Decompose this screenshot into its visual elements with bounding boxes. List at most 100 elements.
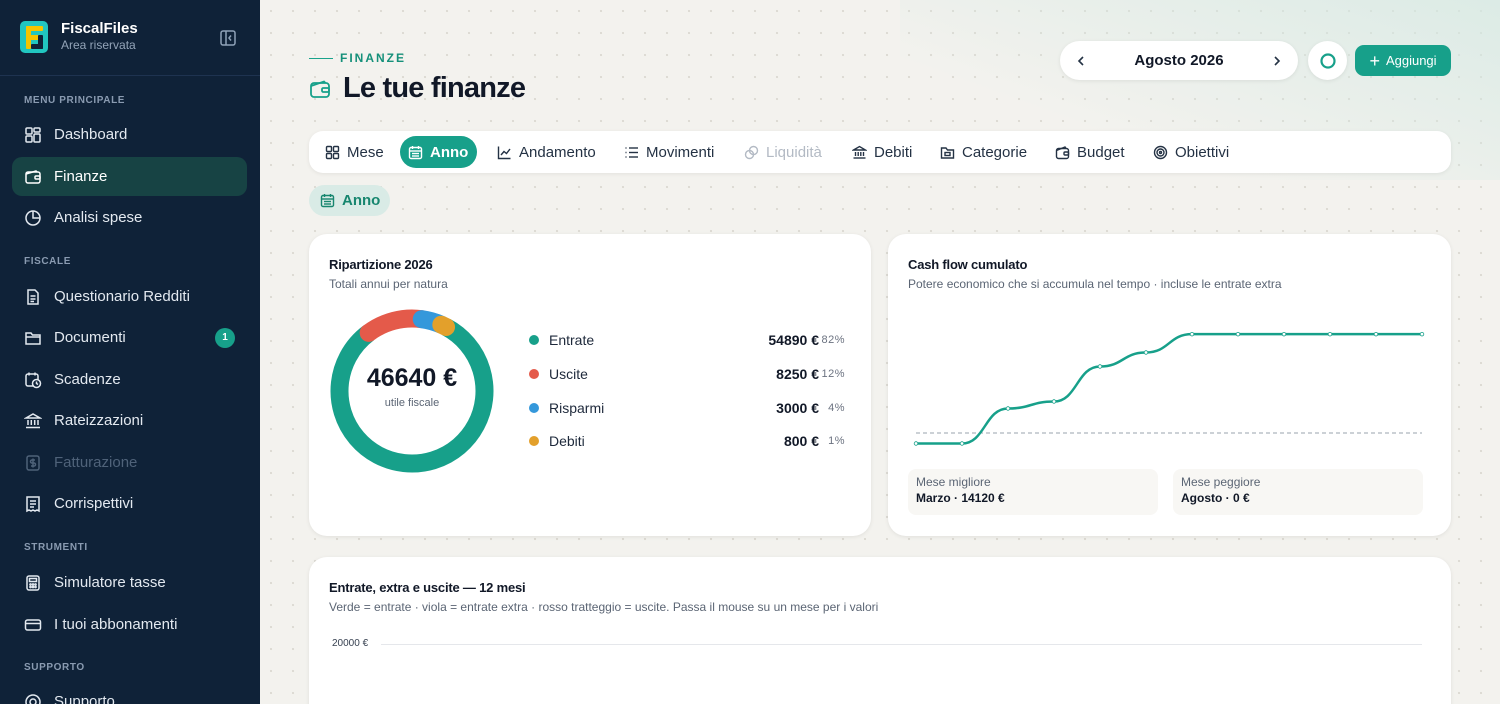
tab-label: Mese: [347, 143, 384, 161]
sidebar-item-analisi-spese[interactable]: Analisi spese: [12, 198, 247, 237]
month-navigator: Agosto 2026: [1060, 41, 1298, 80]
sidebar-item-supporto[interactable]: Supporto: [12, 682, 247, 704]
legend-dot: [529, 369, 539, 379]
best-month-box: Mese migliore Marzo · 14120 €: [908, 469, 1158, 515]
tab-liquidita[interactable]: Liquidità: [736, 136, 831, 168]
sidebar-item-finanze[interactable]: Finanze: [12, 157, 247, 196]
tab-label: Categorie: [962, 143, 1028, 161]
calculator-icon: [24, 574, 42, 592]
chevron-right-icon[interactable]: [1268, 52, 1286, 70]
tab-label: Movimenti: [646, 143, 715, 161]
legend-dot: [529, 436, 539, 446]
tab-label: Debiti: [874, 143, 913, 161]
section-support-label: SUPPORTO: [24, 662, 85, 673]
sidebar-divider: [0, 75, 260, 76]
collapse-sidebar-icon[interactable]: [219, 29, 237, 47]
chevron-left-icon[interactable]: [1072, 52, 1090, 70]
donut-center: 46640 € utile fiscale: [329, 364, 495, 409]
breakdown-subtitle: Totali annui per natura: [329, 277, 448, 291]
donut-chart: [329, 308, 495, 474]
add-button[interactable]: + Aggiungi: [1355, 45, 1451, 76]
tab-obiettivi[interactable]: Obiettivi: [1145, 136, 1238, 168]
cashflow-point[interactable]: [1051, 399, 1057, 404]
legend-name: Entrate: [549, 332, 595, 348]
cashflow-card: Cash flow cumulato Potere economico che …: [888, 234, 1451, 536]
page-title: Le tue finanze: [309, 72, 526, 105]
app-name: FiscalFiles: [61, 20, 138, 37]
sidebar-item-simulatore[interactable]: Simulatore tasse: [12, 563, 247, 602]
legend-percent: 4%: [828, 402, 845, 414]
cashflow-point[interactable]: [1143, 350, 1149, 355]
breakdown-title: Ripartizione 2026: [329, 257, 433, 272]
cashflow-point[interactable]: [913, 441, 919, 446]
eyebrow-line: [309, 57, 333, 59]
tab-anno[interactable]: Anno: [400, 136, 478, 168]
legend-dot: [529, 335, 539, 345]
cashflow-point[interactable]: [1189, 331, 1195, 337]
y-gridline: [381, 644, 1422, 645]
worst-month-box: Mese peggiore Agosto · 0 €: [1173, 469, 1423, 515]
sidebar-item-label: Finanze: [54, 168, 108, 185]
legend-name: Uscite: [549, 366, 588, 382]
cashflow-point[interactable]: [1419, 331, 1425, 337]
sidebar-item-documenti[interactable]: Documenti 1: [12, 318, 247, 357]
view-chip[interactable]: Anno: [309, 185, 390, 216]
cashflow-point[interactable]: [1235, 331, 1241, 337]
sidebar-item-corrispettivi[interactable]: Corrispettivi: [12, 484, 247, 523]
worst-month-value: Agosto · 0 €: [1181, 491, 1250, 505]
monthly-title: Entrate, extra e uscite — 12 mesi: [329, 580, 526, 595]
monthly-card: Entrate, extra e uscite — 12 mesi Verde …: [309, 557, 1451, 704]
wallet-icon: [1055, 145, 1070, 159]
cashflow-chart: [913, 331, 1425, 446]
tab-movimenti[interactable]: Movimenti: [616, 136, 723, 168]
tab-mese[interactable]: Mese: [317, 136, 393, 168]
cashflow-point[interactable]: [1005, 406, 1011, 411]
section-main-label: MENU PRINCIPALE: [24, 95, 126, 106]
legend-percent: 82%: [821, 334, 845, 346]
sidebar-item-dashboard[interactable]: Dashboard: [12, 115, 247, 154]
tab-categorie[interactable]: Categorie: [932, 136, 1036, 168]
sidebar-item-label: Documenti: [54, 329, 126, 346]
legend-row: Uscite 8250 €12%: [529, 364, 845, 384]
sidebar-item-fatturazione[interactable]: Fatturazione: [12, 443, 247, 482]
tab-andamento[interactable]: Andamento: [489, 136, 605, 168]
legend-row: Risparmi 3000 € 4%: [529, 398, 845, 418]
best-month-label: Mese migliore: [916, 475, 991, 489]
cashflow-line: [916, 332, 1422, 445]
cashflow-point[interactable]: [959, 441, 965, 446]
circle-icon: [1319, 52, 1336, 69]
tab-debiti[interactable]: Debiti: [844, 136, 921, 168]
cashflow-point[interactable]: [1097, 364, 1103, 369]
sidebar-item-questionario[interactable]: Questionario Redditi: [12, 277, 247, 316]
legend-value: 800 €: [783, 433, 819, 449]
view-chip-label: Anno: [342, 192, 381, 209]
cashflow-point[interactable]: [1281, 331, 1287, 337]
tab-budget[interactable]: Budget: [1047, 136, 1134, 168]
sidebar-item-rateizzazioni[interactable]: Rateizzazioni: [12, 401, 247, 440]
cashflow-point[interactable]: [1327, 331, 1333, 337]
brand[interactable]: FiscalFiles Area riservata: [20, 20, 138, 53]
legend-name: Debiti: [549, 433, 585, 449]
section-fiscal-label: FISCALE: [24, 256, 71, 267]
sidebar-item-label: Dashboard: [54, 126, 128, 143]
section-tools-label: STRUMENTI: [24, 542, 88, 553]
grid-icon: [325, 145, 340, 159]
bank-icon: [852, 145, 867, 159]
list-icon: [625, 146, 638, 158]
receipt-icon: [24, 495, 42, 513]
donut-slice-debiti[interactable]: [329, 308, 495, 474]
invoice-icon: [24, 454, 42, 472]
lifebuoy-icon: [24, 693, 42, 704]
pie-chart-icon: [24, 209, 42, 227]
folder-icon: [940, 146, 955, 159]
legend-dot: [529, 403, 539, 413]
sidebar-item-label: Questionario Redditi: [54, 288, 190, 305]
status-button[interactable]: [1308, 41, 1347, 80]
plus-icon: +: [1369, 50, 1380, 71]
cashflow-subtitle: Potere economico che si accumula nel tem…: [908, 277, 1282, 291]
documenti-count-badge: 1: [215, 327, 235, 348]
sidebar-item-abbonamenti[interactable]: I tuoi abbonamenti: [12, 605, 247, 644]
cashflow-point[interactable]: [1373, 331, 1379, 337]
sidebar-item-scadenze[interactable]: Scadenze: [12, 360, 247, 399]
best-month-value: Marzo · 14120 €: [916, 491, 1005, 505]
